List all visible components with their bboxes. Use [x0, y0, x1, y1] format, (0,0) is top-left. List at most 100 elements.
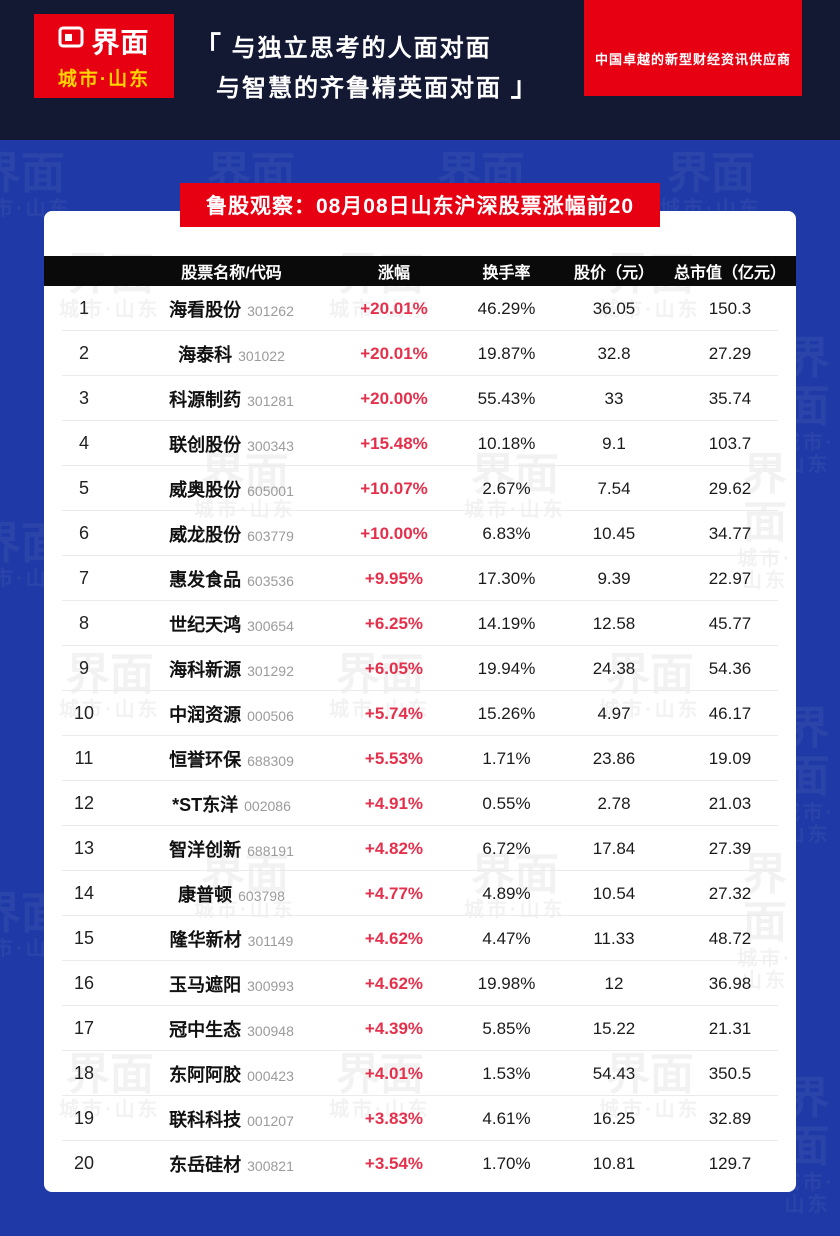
logo-brand-text: 界面 [91, 27, 150, 58]
stock-name-cell: 科源制药 301281 [124, 386, 339, 412]
stock-name-cell: 东阿阿胶 000423 [124, 1061, 339, 1087]
quote-open-bracket: 「 [194, 32, 223, 62]
change-percent: +20.00% [360, 388, 428, 408]
stock-name: *ST东洋 [172, 794, 239, 815]
stock-name: 东岳硅材 [169, 1154, 242, 1175]
header-change: 涨幅 [377, 265, 410, 282]
turnover-rate: 5.85% [482, 1018, 531, 1038]
change-percent: +5.74% [364, 703, 424, 723]
change-percent: +4.82% [364, 838, 424, 858]
turnover-rate: 19.98% [477, 973, 536, 993]
stock-name-cell: *ST东洋 002086 [124, 791, 339, 817]
turnover-rate: 4.61% [482, 1108, 531, 1128]
stock-name-cell: 康普顿 603798 [124, 881, 339, 907]
market-cap: 32.89 [708, 1108, 752, 1128]
stock-name: 威奥股份 [169, 479, 242, 500]
slogan-text: 中国卓越的新型财经资讯供应商 [594, 52, 791, 67]
market-cap: 48.72 [708, 928, 752, 948]
page-title: 鲁股观察：08月08日山东沪深股票涨幅前20 [179, 183, 661, 227]
turnover-rate: 19.87% [477, 343, 536, 363]
price: 23.86 [592, 748, 636, 768]
market-cap: 27.29 [708, 343, 752, 363]
row-rank: 6 [78, 523, 89, 543]
turnover-rate: 0.55% [482, 793, 531, 813]
table-body: 1 海看股份 301262 +20.01% 46.29% 36.05 150.3… [44, 286, 796, 1186]
row-rank: 9 [78, 658, 89, 678]
logo-sub-text: 城市·山东 [57, 69, 151, 90]
table-row: 13 智洋创新 688191 +4.82% 6.72% 17.84 27.39 [44, 826, 796, 871]
stock-code: 301149 [247, 932, 294, 949]
change-percent: +4.77% [364, 883, 424, 903]
market-cap: 34.77 [708, 523, 752, 543]
row-rank: 17 [73, 1018, 95, 1038]
table-row: 19 联科科技 001207 +3.83% 4.61% 16.25 32.89 [44, 1096, 796, 1141]
price: 9.39 [597, 568, 631, 588]
turnover-rate: 4.89% [482, 883, 531, 903]
turnover-rate: 15.26% [477, 703, 536, 723]
change-percent: +10.00% [360, 523, 428, 543]
table-row: 18 东阿阿胶 000423 +4.01% 1.53% 54.43 350.5 [44, 1051, 796, 1096]
table-row: 15 隆华新材 301149 +4.62% 4.47% 11.33 48.72 [44, 916, 796, 961]
row-rank: 2 [78, 343, 89, 363]
change-percent: +3.54% [364, 1153, 424, 1173]
stock-name: 科源制药 [169, 389, 242, 410]
table-row: 17 冠中生态 300948 +4.39% 5.85% 15.22 21.31 [44, 1006, 796, 1051]
stock-code: 002086 [244, 797, 291, 814]
turnover-rate: 1.53% [482, 1063, 531, 1083]
change-percent: +10.07% [360, 478, 428, 498]
stock-name: 联创股份 [169, 434, 242, 455]
change-percent: +4.91% [364, 793, 424, 813]
row-rank: 4 [78, 433, 89, 453]
stock-name: 海科新源 [169, 659, 242, 680]
market-cap: 21.31 [708, 1018, 752, 1038]
market-cap: 22.97 [708, 568, 752, 588]
row-rank: 19 [73, 1108, 95, 1128]
stock-name: 玉马遮阳 [169, 974, 242, 995]
row-rank: 8 [78, 613, 89, 633]
turnover-rate: 14.19% [477, 613, 536, 633]
stock-name-cell: 联科科技 001207 [124, 1106, 339, 1132]
page-header: 界面 城市·山东 「 与独立思考的人面对面 与智慧的齐鲁精英面对面 」 中国卓越… [0, 0, 840, 140]
stock-name: 冠中生态 [169, 1019, 242, 1040]
turnover-rate: 6.72% [482, 838, 531, 858]
market-cap: 45.77 [708, 613, 752, 633]
row-rank: 12 [73, 793, 95, 813]
row-rank: 15 [73, 928, 95, 948]
stock-code: 688309 [247, 752, 294, 769]
stock-name-cell: 联创股份 300343 [124, 431, 339, 457]
quote-close-bracket: 」 [510, 72, 540, 102]
table-header-row: 股票名称/代码 涨幅 换手率 股价（元） 总市值（亿元） [44, 256, 796, 286]
table-row: 3 科源制药 301281 +20.00% 55.43% 33 35.74 [44, 376, 796, 421]
change-percent: +4.39% [364, 1018, 424, 1038]
quote-line-1: 与独立思考的人面对面 [231, 35, 492, 62]
table-row: 1 海看股份 301262 +20.01% 46.29% 36.05 150.3 [44, 286, 796, 331]
stock-name-cell: 恒誉环保 688309 [124, 746, 339, 772]
jiemian-logo-icon [58, 26, 84, 57]
stock-code: 301292 [247, 662, 294, 679]
turnover-rate: 55.43% [477, 388, 536, 408]
turnover-rate: 2.67% [482, 478, 531, 498]
row-rank: 16 [73, 973, 95, 993]
stock-name: 东阿阿胶 [169, 1064, 242, 1085]
table-row: 9 海科新源 301292 +6.05% 19.94% 24.38 54.36 [44, 646, 796, 691]
table-row: 14 康普顿 603798 +4.77% 4.89% 10.54 27.32 [44, 871, 796, 916]
table-row: 10 中润资源 000506 +5.74% 15.26% 4.97 46.17 [44, 691, 796, 736]
stock-code: 000423 [247, 1067, 294, 1084]
stock-name: 惠发食品 [169, 569, 242, 590]
change-percent: +4.62% [364, 973, 424, 993]
stock-name-cell: 威龙股份 603779 [124, 521, 339, 547]
turnover-rate: 1.71% [482, 748, 531, 768]
turnover-rate: 46.29% [477, 298, 536, 318]
jiemian-logo: 界面 城市·山东 [34, 14, 174, 98]
stock-code: 603779 [247, 527, 294, 544]
header-market-cap: 总市值（亿元） [673, 265, 786, 282]
stock-code: 300948 [247, 1022, 294, 1039]
price: 15.22 [592, 1018, 636, 1038]
stock-code: 001207 [247, 1112, 294, 1129]
stock-code: 301281 [247, 392, 294, 409]
stock-code: 301262 [247, 302, 294, 319]
price: 10.81 [592, 1153, 636, 1173]
stock-code: 603798 [238, 887, 285, 904]
stock-code: 300821 [247, 1157, 294, 1174]
stock-name: 海看股份 [169, 299, 242, 320]
